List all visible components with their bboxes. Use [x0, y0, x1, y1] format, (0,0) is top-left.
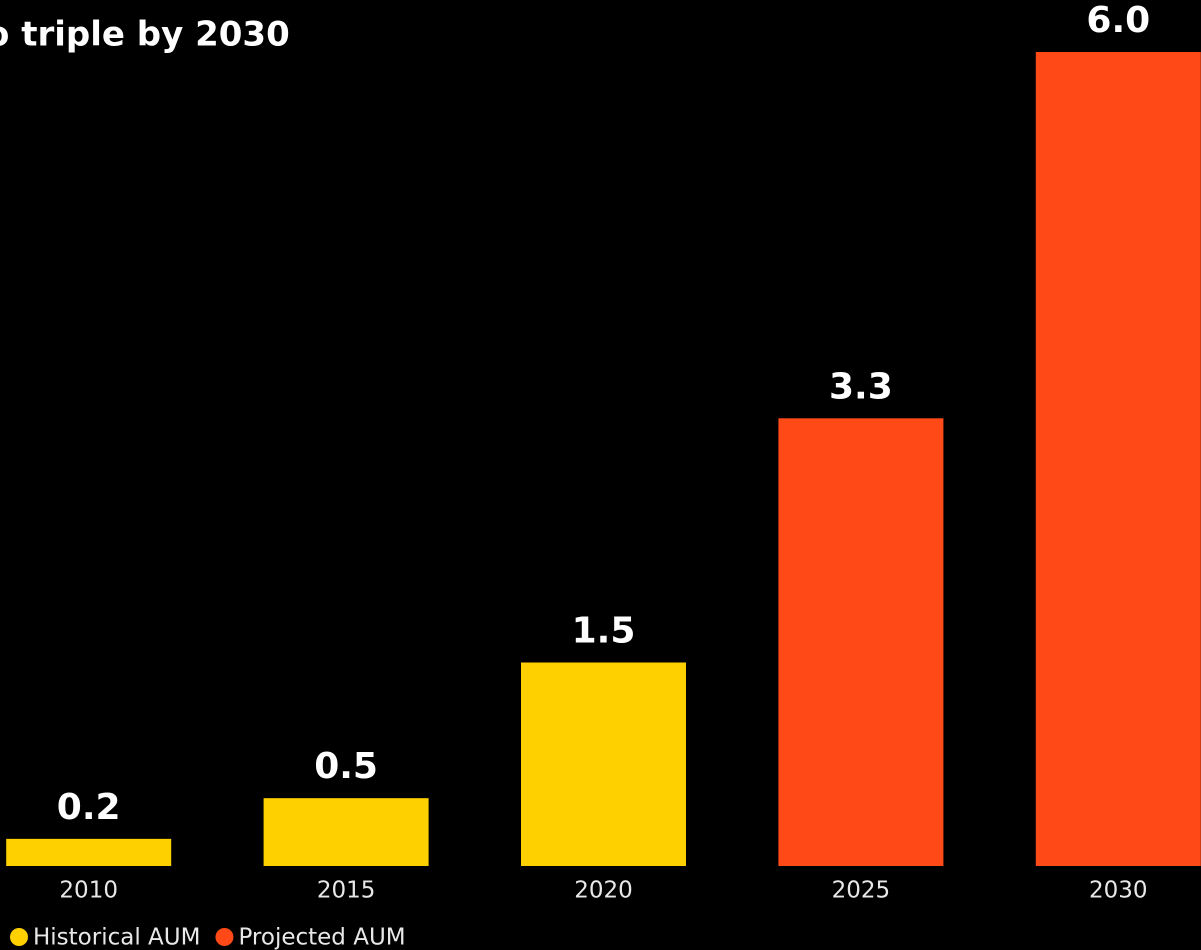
x-tick-label: 2030 — [1089, 878, 1148, 904]
value-label: 1.5 — [572, 611, 636, 652]
legend-label: Historical AUM — [33, 925, 200, 950]
chart-title: o triple by 2030 — [0, 15, 290, 55]
bar — [263, 798, 429, 866]
bar — [1035, 52, 1201, 866]
x-tick-label: 2010 — [59, 878, 118, 904]
value-label: 0.5 — [314, 746, 378, 787]
value-label: 3.3 — [829, 366, 893, 407]
bar — [521, 662, 686, 866]
legend-marker — [10, 928, 28, 946]
x-tick-label: 2020 — [574, 878, 633, 904]
bar — [778, 418, 944, 866]
value-label: 6.0 — [1086, 0, 1150, 41]
legend-label: Projected AUM — [238, 925, 405, 950]
legend-marker — [215, 928, 234, 946]
x-tick-label: 2025 — [832, 878, 891, 904]
bar — [6, 838, 172, 866]
value-label: 0.2 — [57, 787, 121, 828]
x-tick-label: 2015 — [317, 878, 376, 904]
